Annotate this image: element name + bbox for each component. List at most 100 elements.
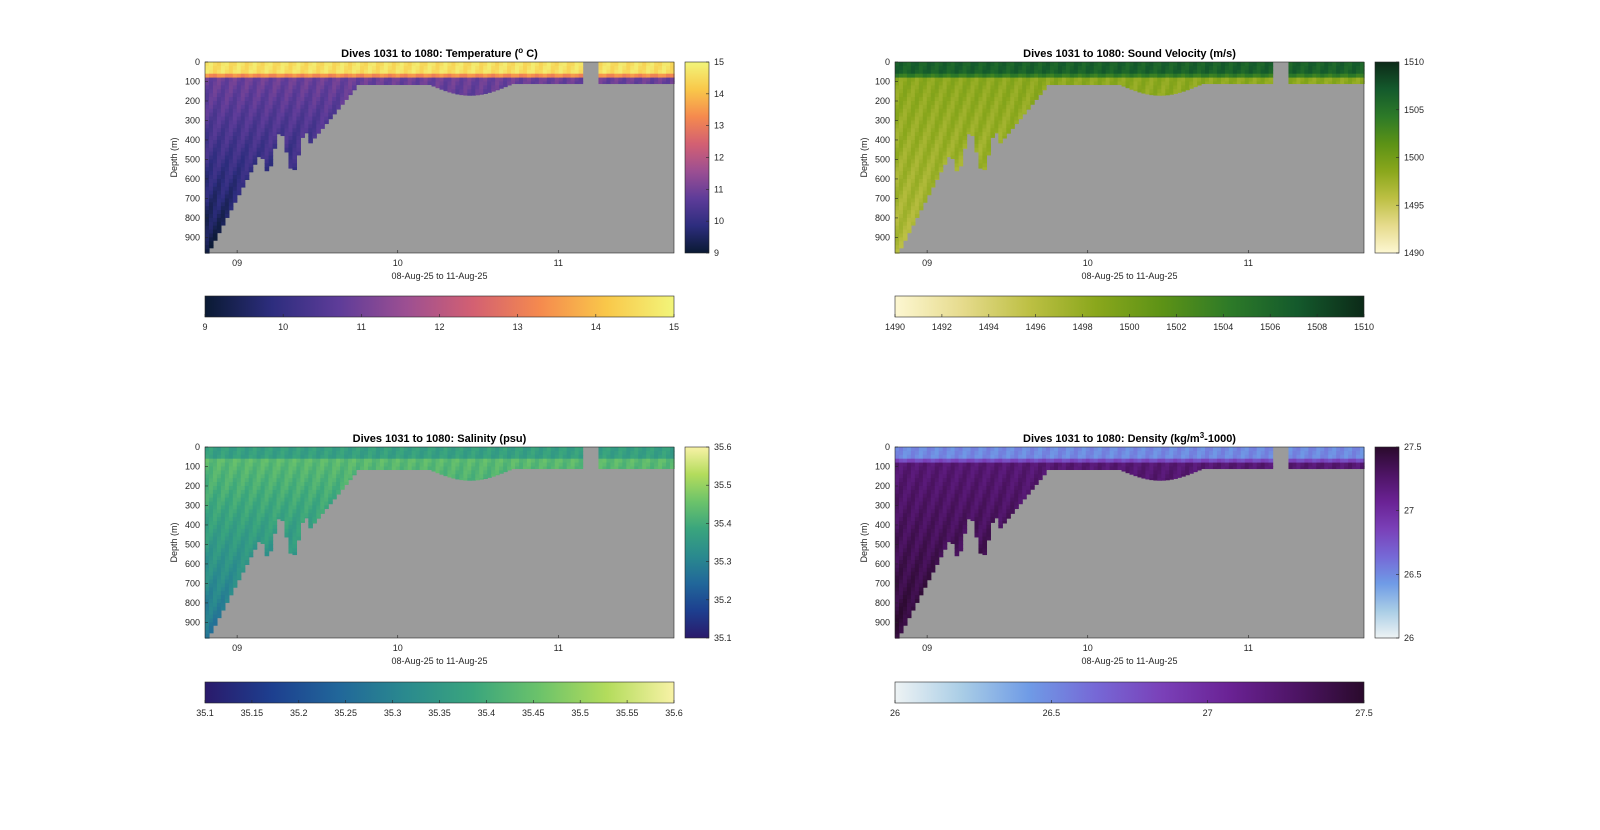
heatmap-cell <box>391 462 397 468</box>
heatmap-cell <box>212 65 218 71</box>
heatmap-cell <box>898 575 904 581</box>
heatmap-cell <box>902 225 908 231</box>
heatmap-cell <box>220 175 226 180</box>
heatmap-cell <box>895 155 900 161</box>
heatmap-cell <box>240 517 246 522</box>
heatmap-cell <box>212 206 218 211</box>
heatmap-cell <box>906 524 912 530</box>
heatmap-cell <box>906 462 912 468</box>
heatmap-cell <box>228 100 234 106</box>
heatmap-cell <box>902 108 908 114</box>
heatmap-cell <box>240 120 246 125</box>
heatmap-cell <box>910 89 916 94</box>
heatmap-cell <box>308 100 313 106</box>
heatmap-cell <box>205 489 210 495</box>
heatmap-cell <box>292 108 298 114</box>
heatmap-cell <box>371 462 377 468</box>
heatmap-cell <box>316 493 321 499</box>
heatmap-cell <box>558 77 564 83</box>
heatmap-cell <box>284 458 290 464</box>
heatmap-cell <box>280 69 286 75</box>
heatmap-cell <box>356 62 361 67</box>
heatmap-cell <box>312 454 317 460</box>
heatmap-cell <box>352 450 357 456</box>
heatmap-cell <box>918 85 924 90</box>
heatmap-cell <box>240 116 246 122</box>
heatmap-cell <box>511 450 516 456</box>
heatmap-cell <box>914 81 920 86</box>
heatmap-cell <box>934 81 940 86</box>
heatmap-cell <box>220 151 226 157</box>
heatmap-cell <box>208 579 214 585</box>
heatmap-cell <box>205 100 210 106</box>
heatmap-cell <box>320 470 325 475</box>
heatmap-cell <box>538 62 544 67</box>
heatmap-cell <box>208 602 214 608</box>
heatmap-cell <box>574 466 580 470</box>
heatmap-cell <box>371 447 377 452</box>
heatmap-cell <box>208 447 214 452</box>
heatmap-cell <box>1157 62 1162 67</box>
heatmap-cell <box>1129 77 1135 83</box>
heatmap-cell <box>1034 81 1039 86</box>
heatmap-cell <box>1232 73 1238 79</box>
heatmap-cell <box>1304 69 1309 75</box>
heatmap-cell <box>1057 73 1063 79</box>
heatmap-cell <box>1224 65 1230 71</box>
heatmap-cell <box>1216 62 1222 67</box>
heatmap-cell <box>316 470 321 475</box>
heatmap-cell <box>910 528 916 534</box>
heatmap-cell <box>447 85 453 90</box>
heatmap-cell <box>312 462 317 468</box>
heatmap-cell <box>610 65 615 71</box>
heatmap-cell <box>459 470 464 475</box>
heatmap-cell <box>1201 69 1206 75</box>
heatmap-cell <box>950 85 956 90</box>
heatmap-cell <box>272 143 278 149</box>
heatmap-cell <box>328 447 333 452</box>
heatmap-cell <box>574 462 580 468</box>
heatmap-cell <box>491 62 496 67</box>
heatmap-cell <box>256 470 262 475</box>
heatmap-cell <box>332 493 337 499</box>
heatmap-cell <box>407 69 413 75</box>
heatmap-cell <box>550 73 556 79</box>
heatmap-cell <box>938 108 944 114</box>
heatmap-cell <box>638 62 643 67</box>
heatmap-cell <box>205 249 210 254</box>
heatmap-cell <box>910 587 916 592</box>
heatmap-cell <box>455 77 460 83</box>
heatmap-cell <box>328 497 333 503</box>
heatmap-cell <box>212 132 218 137</box>
heatmap-cell <box>256 497 262 503</box>
heatmap-cell <box>1181 89 1186 92</box>
heatmap-cell <box>324 81 329 86</box>
y-tick-label: 400 <box>185 135 200 145</box>
heatmap-cell <box>304 128 309 133</box>
heatmap-cell <box>938 151 944 157</box>
heatmap-cell <box>950 112 956 118</box>
heatmap-cell <box>962 81 968 86</box>
heatmap-cell <box>324 454 329 460</box>
heatmap-cell <box>288 458 294 464</box>
heatmap-cell <box>902 567 908 573</box>
heatmap-cell <box>205 544 210 549</box>
heatmap-cell <box>248 69 254 75</box>
heatmap-cell <box>240 493 246 499</box>
heatmap-cell <box>910 591 916 596</box>
heatmap-cell <box>1185 77 1190 83</box>
heatmap-cell <box>930 81 936 86</box>
heatmap-cell <box>1038 62 1043 67</box>
heatmap-cell <box>962 65 968 71</box>
heatmap-cell <box>240 563 246 569</box>
heatmap-cell <box>356 81 361 86</box>
heatmap-cell <box>228 528 234 534</box>
heatmap-cell <box>268 163 274 167</box>
heatmap-cell <box>895 556 900 561</box>
heatmap-cell <box>898 132 904 137</box>
heatmap-cell <box>1014 100 1019 106</box>
heatmap-cell <box>216 217 222 223</box>
heatmap-cell <box>208 97 214 102</box>
heatmap-cell <box>288 85 294 90</box>
